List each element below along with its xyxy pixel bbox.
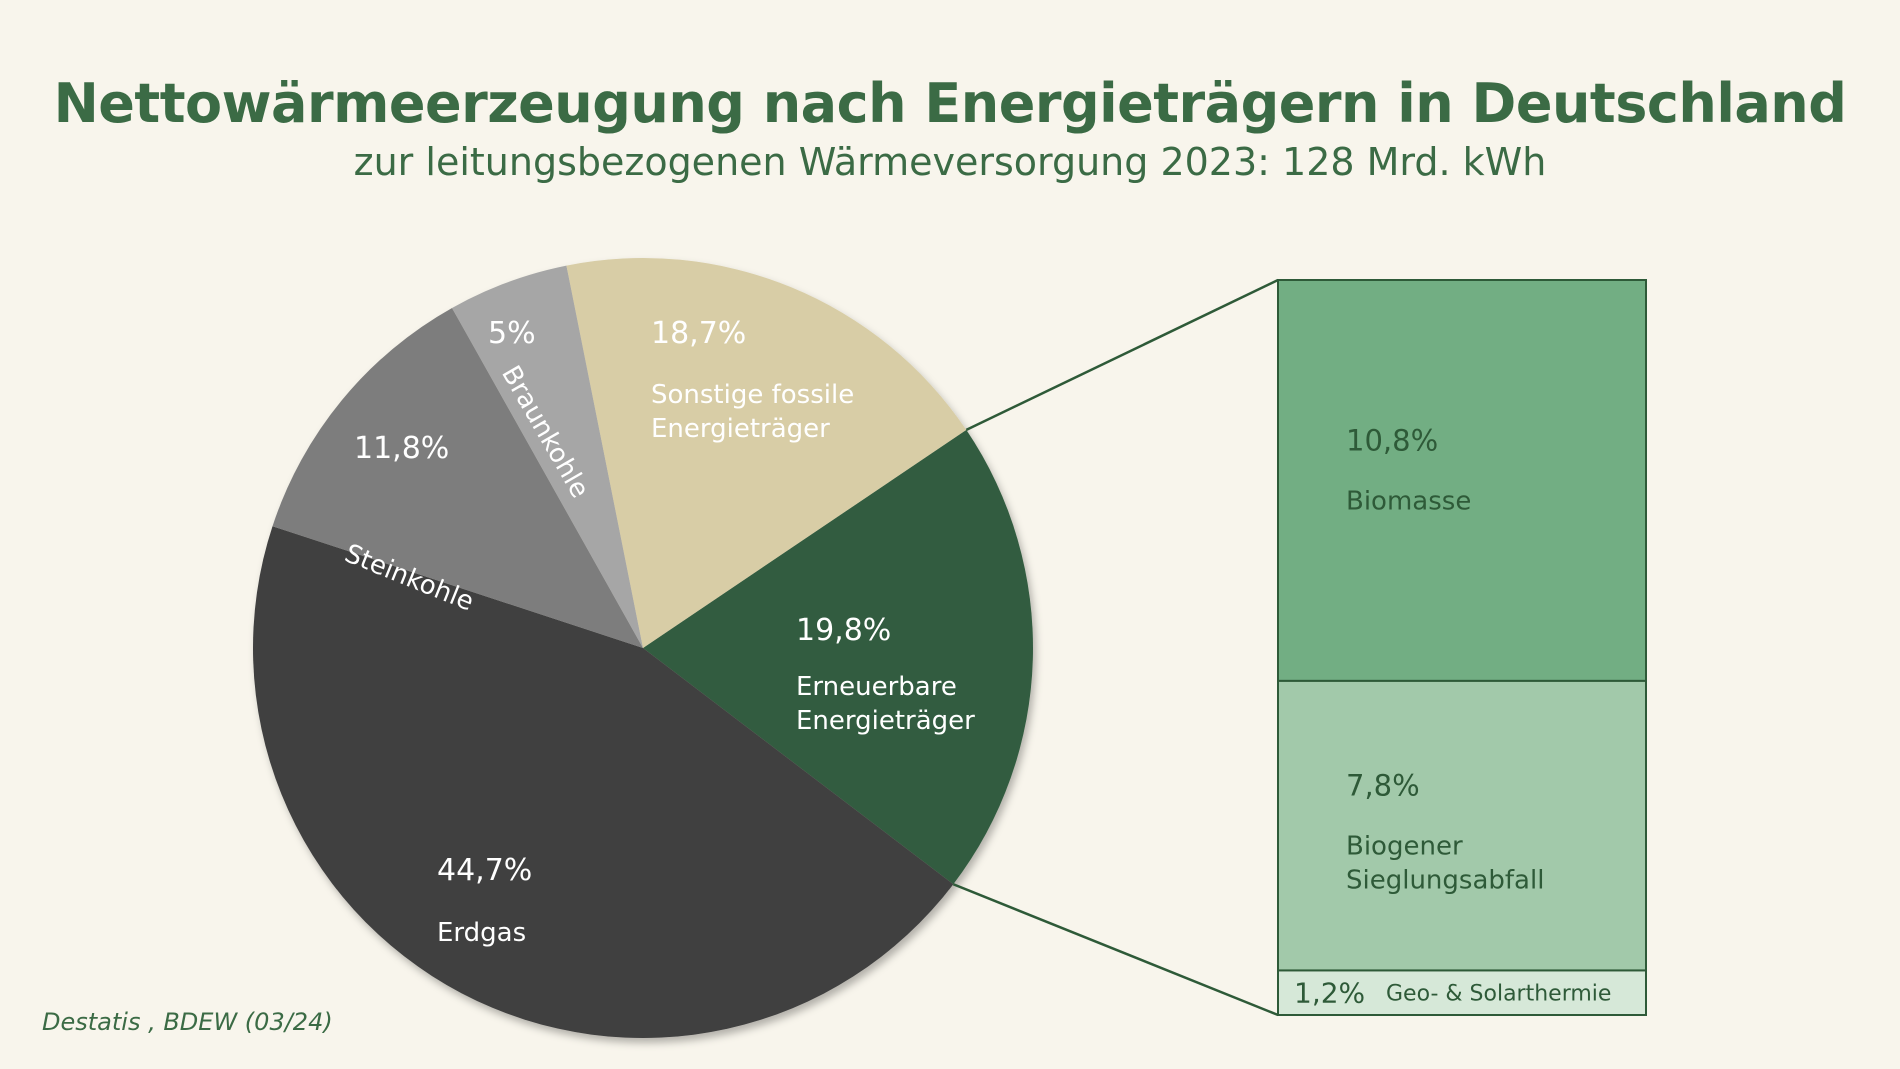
chart-subtitle: zur leitungsbezogenen Wärmeversorgung 20… <box>353 140 1547 184</box>
slice-name-label-sonstige: Sonstige fossile Energieträger <box>651 380 854 444</box>
slice-value-label-erdgas: 44,7% <box>437 853 532 888</box>
slice-value-label-steinkohle: 11,8% <box>354 431 449 466</box>
connector-line-bottom <box>952 883 1279 1017</box>
connector-line-top <box>965 278 1279 432</box>
connector-lines <box>952 278 1279 1017</box>
pie-slice-erneuerbare <box>643 429 1034 885</box>
slice-name-label-erneuerbare: Erneuerbare Energieträger <box>796 672 975 736</box>
slice-value-label-sonstige: 18,7% <box>651 316 746 351</box>
slice-name-line: Erneuerbare <box>796 672 957 702</box>
slice-name-label-erdgas: Erdgas <box>437 918 526 948</box>
pie-slice-sonstige <box>566 258 967 648</box>
source-note: Destatis , BDEW (03/24) <box>42 1008 333 1036</box>
slice-value-label-braunkohle: 5% <box>488 316 536 351</box>
bar-value-label-biomasse: 10,8% <box>1346 423 1438 457</box>
slice-value-label-erneuerbare: 19,8% <box>796 613 891 648</box>
bar-name-label-geosolar: Geo- & Solarthermie <box>1386 982 1611 1007</box>
bar-value-label-biogener: 7,8% <box>1346 769 1420 803</box>
bar-name-line: Biomasse <box>1346 486 1471 516</box>
pie-slice-braunkohle <box>452 265 643 648</box>
bar-name-line: Sieglungsabfall <box>1346 866 1544 896</box>
pie-slice-steinkohle <box>272 307 643 648</box>
breakdown-bar <box>1277 279 1647 1016</box>
bar-segment-biogener <box>1277 679 1647 972</box>
pie <box>252 258 1034 1039</box>
pie-slice-erdgas <box>252 526 954 1039</box>
slice-name-line: Erdgas <box>437 918 526 948</box>
slice-name-line: Sonstige fossile <box>651 380 854 410</box>
bar-name-label-biogener: Biogener Sieglungsabfall <box>1346 832 1544 896</box>
bar-segment-biomasse <box>1277 279 1647 682</box>
slice-name-line: Energieträger <box>796 706 975 736</box>
slice-name-line: Energieträger <box>651 414 830 444</box>
bar-segment-geosolar <box>1277 969 1647 1016</box>
bar-value-label-geosolar: 1,2% <box>1294 977 1365 1010</box>
bar-name-label-biomasse: Biomasse <box>1346 486 1471 516</box>
chart-title: Nettowärmeerzeugung nach Energieträgern … <box>53 72 1847 135</box>
bar-name-line: Biogener <box>1346 832 1463 862</box>
